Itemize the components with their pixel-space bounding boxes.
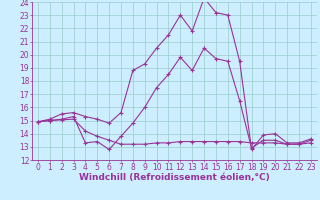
X-axis label: Windchill (Refroidissement éolien,°C): Windchill (Refroidissement éolien,°C)	[79, 173, 270, 182]
